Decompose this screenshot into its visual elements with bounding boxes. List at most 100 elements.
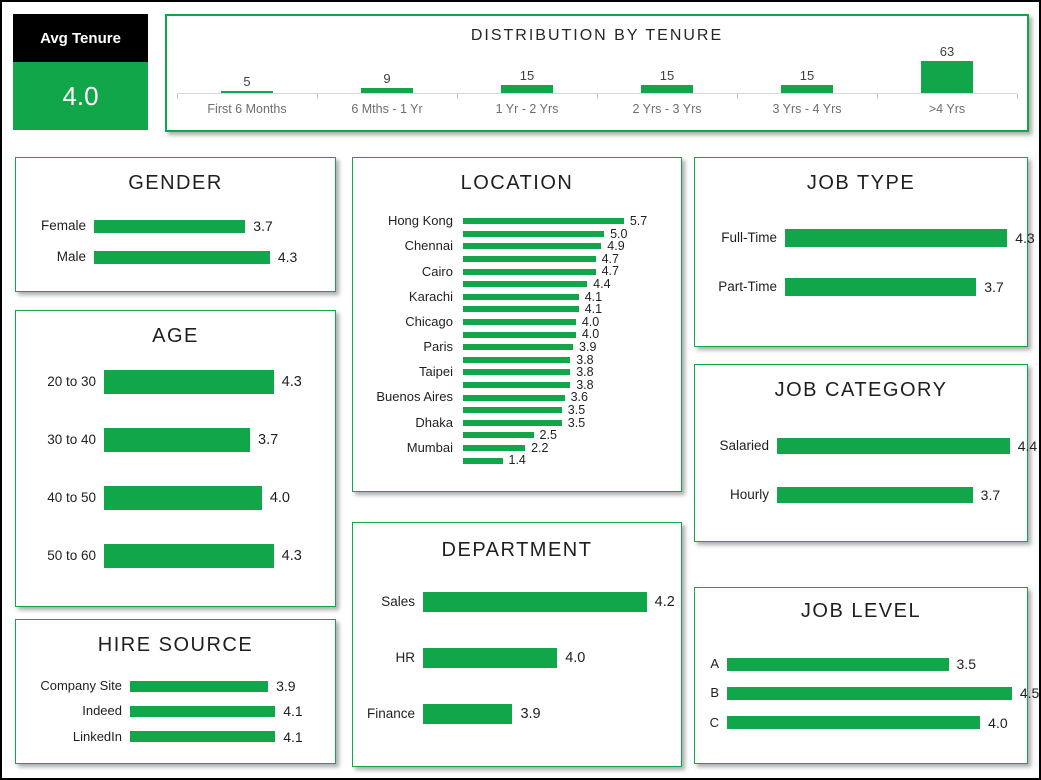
value-label: 1.4 xyxy=(508,453,526,468)
bar xyxy=(463,306,579,313)
bar xyxy=(463,432,534,439)
chart-title: LOCATION xyxy=(460,172,574,194)
category-label: Karachi xyxy=(408,288,453,304)
value-label: 3.7 xyxy=(253,218,273,235)
bar-row: 4.0 xyxy=(361,328,669,341)
bar-track: 3.5 xyxy=(463,417,669,430)
bar-row: Part-Time 3.7 xyxy=(703,278,1015,296)
category-label: Hong Kong xyxy=(387,213,453,229)
axis-tick xyxy=(597,94,598,99)
bar-track: 3.8 xyxy=(463,354,669,367)
axis-tick xyxy=(737,94,738,99)
bar-track: 3.5 xyxy=(727,657,1015,671)
value-label: 3.9 xyxy=(579,339,597,354)
bar xyxy=(463,444,526,451)
kpi-title: Avg Tenure xyxy=(13,14,148,62)
value-label: 4.3 xyxy=(281,547,302,564)
bar xyxy=(641,85,693,93)
bar xyxy=(727,686,1012,700)
bar xyxy=(104,544,274,568)
bar-row: Dhaka 3.5 xyxy=(361,415,669,430)
panel-job-type: JOB TYPE Full-Time 4.3 Part-Time 3.7 xyxy=(694,157,1035,347)
category-label: 30 to 40 xyxy=(47,431,96,447)
value-label: 4.0 xyxy=(581,327,600,342)
column-chart: 5 9 15 15 15 63 First 6 Months 6 Mths - 1 Yr 1 … xyxy=(177,45,1018,123)
bar xyxy=(423,592,647,612)
panel-location: LOCATION Hong Kong 5.7 5.0 Chennai 4.9 4.7 Cai… xyxy=(352,157,682,492)
value-label: 4.9 xyxy=(607,239,625,254)
value-label: 3.6 xyxy=(570,390,588,405)
category-label: 50 to 60 xyxy=(47,547,96,563)
bar-row: 20 to 30 4.3 xyxy=(24,370,323,394)
bar-row: B 4.5 xyxy=(703,685,1039,700)
value-label: 3.8 xyxy=(576,352,594,367)
value-label: 3.9 xyxy=(520,705,541,722)
category-label: LinkedIn xyxy=(72,728,122,744)
value-label: 5 xyxy=(243,73,251,89)
value-label: 4.0 xyxy=(581,314,600,329)
bar xyxy=(463,268,596,275)
bar xyxy=(361,88,413,93)
bar-track: 3.7 xyxy=(94,219,323,233)
category-label: First 6 Months xyxy=(207,101,287,116)
bar xyxy=(463,256,596,263)
bar-chart: A 3.5 B 4.5 C 4.0 xyxy=(695,656,1039,731)
bar-row: 4.7 xyxy=(361,253,669,266)
bar-row: 3.5 xyxy=(361,404,669,417)
column: 5 xyxy=(177,45,317,93)
bar-row: 1.4 xyxy=(361,454,669,467)
bar xyxy=(130,680,269,692)
category-label: Paris xyxy=(423,339,453,355)
value-label: 4.1 xyxy=(283,728,303,745)
value-label: 4.0 xyxy=(988,714,1008,731)
category-label: Company Site xyxy=(40,678,122,693)
chart-title: DEPARTMENT xyxy=(441,539,593,561)
value-label: 4.3 xyxy=(281,373,302,390)
bar-row: 2.5 xyxy=(361,429,669,442)
bar-track: 1.4 xyxy=(463,454,669,467)
value-label: 15 xyxy=(799,68,815,84)
bar xyxy=(104,486,262,510)
bar-row: Finance 3.9 xyxy=(361,704,669,724)
category-label: Buenos Aires xyxy=(376,389,453,405)
bar xyxy=(463,407,562,414)
bar-track: 4.5 xyxy=(727,686,1039,700)
bar-row: 5.0 xyxy=(361,228,669,241)
category-label: Indeed xyxy=(82,703,122,719)
column: 9 xyxy=(317,45,457,93)
value-label: 4.3 xyxy=(1015,230,1035,246)
panel-department: DEPARTMENT Sales 4.2 HR 4.0 Finance 3.9 xyxy=(352,522,682,767)
bar xyxy=(463,293,579,300)
bar-track: 3.6 xyxy=(463,391,669,404)
bar xyxy=(785,278,977,296)
category-label: Chicago xyxy=(405,313,453,329)
column: 63 xyxy=(877,45,1017,93)
value-label: 4.7 xyxy=(601,264,619,279)
chart-title: GENDER xyxy=(128,172,223,194)
value-label: 4.4 xyxy=(593,277,611,292)
bar xyxy=(785,229,1008,247)
value-label: 3.5 xyxy=(956,656,976,673)
category-axis: First 6 Months 6 Mths - 1 Yr 1 Yr - 2 Yrs 2… xyxy=(177,93,1018,123)
bar-row: 3.8 xyxy=(361,379,669,392)
bar-row: A 3.5 xyxy=(703,656,1015,671)
value-label: 3.9 xyxy=(276,678,296,695)
category-label: 2 Yrs - 3 Yrs xyxy=(632,101,702,116)
category-label: HR xyxy=(395,649,416,665)
chart-title: DISTRIBUTION BY TENURE xyxy=(470,27,724,44)
value-label: 5.7 xyxy=(629,214,648,229)
bar-track: 4.3 xyxy=(104,370,323,394)
bar-track: 4.0 xyxy=(463,316,669,329)
bar-row: Chicago 4.0 xyxy=(361,313,669,329)
bar xyxy=(777,487,973,503)
bar-track: 3.5 xyxy=(463,404,669,417)
bar-row: Indeed 4.1 xyxy=(24,703,323,719)
bar-track: 5.7 xyxy=(463,215,669,228)
value-label: 63 xyxy=(939,44,955,60)
bar-row: Chennai 4.9 xyxy=(361,239,669,254)
axis-tick xyxy=(177,94,178,99)
bar xyxy=(221,90,273,93)
value-label: 3.7 xyxy=(984,279,1004,295)
value-label: 4.1 xyxy=(584,289,603,304)
bar-row: Salaried 4.4 xyxy=(703,438,1037,454)
